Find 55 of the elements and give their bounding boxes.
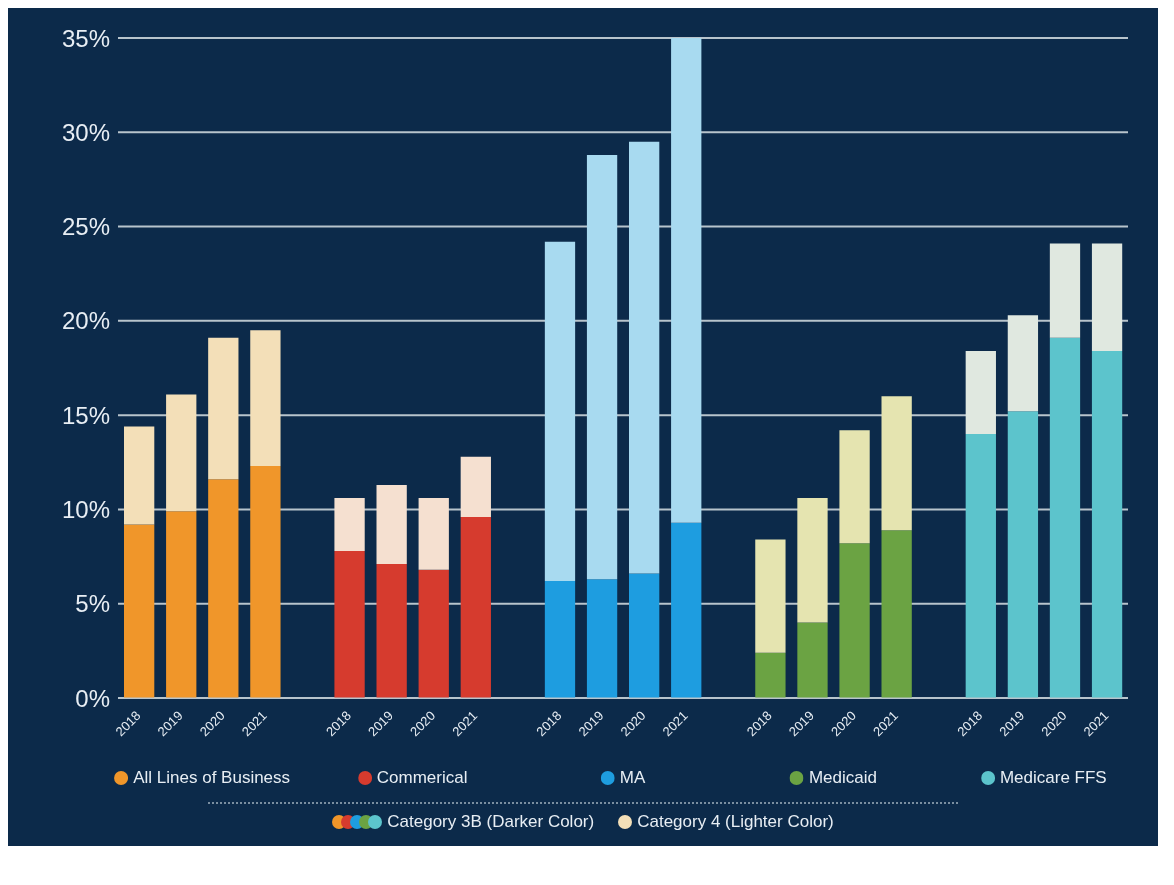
bar [334, 550, 365, 698]
bar [965, 351, 996, 434]
y-tick-label: 10% [61, 495, 110, 523]
bar [586, 579, 618, 698]
bar [1091, 351, 1123, 698]
bar [671, 38, 702, 523]
bar [124, 524, 155, 698]
bar [881, 396, 912, 531]
bar [166, 394, 197, 512]
text: MA [619, 768, 646, 788]
bar [250, 330, 281, 467]
bar [334, 498, 365, 551]
bar [881, 530, 912, 698]
bar [124, 426, 155, 525]
bar [1007, 411, 1039, 698]
bar [376, 484, 407, 565]
bar [1007, 315, 1039, 412]
y-tick-label: 15% [61, 401, 110, 429]
legend-label: Category 3B (Darker Color) [387, 812, 595, 832]
y-tick-label: 20% [61, 307, 110, 335]
bar [1091, 243, 1123, 352]
bar [460, 456, 491, 517]
bar [208, 337, 239, 480]
text: Commerical [376, 768, 468, 788]
bar [586, 154, 618, 580]
legend-label: Category 4 (Lighter Color) [637, 812, 834, 832]
bar [376, 564, 407, 698]
text: All Lines of Business [133, 768, 291, 788]
bar [544, 581, 576, 698]
y-tick-label: 25% [61, 213, 110, 241]
bar [208, 479, 239, 698]
bar [629, 573, 660, 698]
bar [839, 543, 870, 698]
y-tick-label: 0% [75, 684, 110, 712]
text: Medicare FFS [999, 768, 1107, 788]
bar [797, 498, 828, 623]
bar [839, 430, 870, 544]
bar [965, 434, 996, 698]
bar [418, 498, 449, 570]
bar [755, 539, 786, 653]
bar [1049, 337, 1081, 698]
y-tick-label: 5% [75, 590, 110, 618]
text: Medicaid [808, 768, 877, 788]
bar [797, 622, 828, 698]
bar [418, 569, 449, 698]
bar [544, 241, 576, 582]
y-tick-label: 35% [61, 24, 110, 52]
bar [166, 511, 197, 698]
bar [1049, 243, 1081, 338]
bar [629, 141, 660, 574]
bar [460, 516, 491, 698]
bar [755, 652, 786, 698]
bar [671, 522, 702, 698]
bar [250, 466, 281, 698]
y-tick-label: 30% [61, 118, 110, 146]
